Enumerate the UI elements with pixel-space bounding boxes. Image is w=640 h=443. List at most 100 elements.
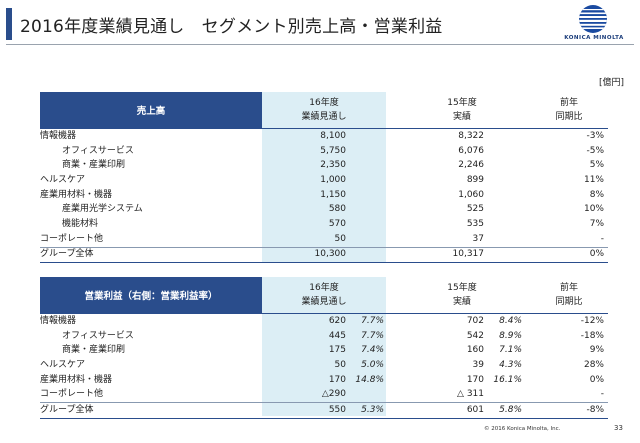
col-actual-line2: 実績: [452, 112, 471, 122]
col-yoy-line2: 同期比: [555, 112, 583, 122]
col-actual-header: 15年度 実績: [400, 277, 524, 313]
forecast-margin: 14.8%: [355, 374, 384, 385]
col-actual-line2: 実績: [452, 297, 471, 307]
title-bar: 2016年度業績見通し セグメント別売上高・営業利益 KONICA MINOLT…: [0, 0, 640, 52]
table-row: 機能材料 570 535 7%: [40, 217, 608, 232]
forecast-margin: 7.7%: [361, 330, 384, 341]
table-row: 情報機器 8,100 8,322 -3%: [40, 129, 608, 144]
sales-rows: 情報機器 8,100 8,322 -3% オフィスサービス 5,750 6,076 -5% 商業…: [40, 129, 608, 263]
forecast-value: 1,150: [320, 189, 346, 200]
actual-margin: 16.1%: [493, 374, 522, 385]
forecast-value: 8,100: [320, 131, 346, 141]
logo-text: KONICA MINOLTA: [564, 35, 624, 41]
actual-value: △ 311: [457, 389, 484, 400]
table-row: 情報機器 620 7.7% 702 8.4% -12%: [40, 314, 608, 329]
row-label: 機能材料: [62, 219, 99, 230]
row-label: 商業・産業印刷: [62, 345, 126, 356]
forecast-value: 1,000: [320, 175, 346, 186]
actual-value: 525: [466, 204, 484, 215]
actual-value: 10,317: [452, 249, 485, 260]
table-row: コーポレート他 △290 △ 311 -: [40, 387, 608, 402]
forecast-value: △290: [321, 389, 346, 400]
col-forecast-line2: 業績見通し: [301, 297, 347, 307]
forecast-value: 620: [328, 316, 346, 326]
actual-value: 542: [466, 330, 484, 341]
row-label: コーポレート他: [40, 389, 104, 400]
actual-value: 39: [472, 360, 484, 371]
table-row: ヘルスケア 50 5.0% 39 4.3% 28%: [40, 358, 608, 373]
forecast-value: 10,300: [314, 249, 347, 260]
col-forecast-header: 16年度 業績見通し: [262, 92, 386, 128]
op-rows: 情報機器 620 7.7% 702 8.4% -12% オフィスサービス 445 7.7% 542…: [40, 314, 608, 419]
page-title: 2016年度業績見通し セグメント別売上高・営業利益: [20, 17, 443, 37]
yoy-value: 7%: [589, 219, 604, 230]
row-label: 産業用材料・機器: [40, 189, 113, 200]
yoy-value: -: [600, 233, 604, 244]
forecast-column-highlight: [262, 92, 386, 263]
konica-minolta-logo: KONICA MINOLTA: [556, 4, 632, 44]
op-table-header: 営業利益（右側：営業利益率） 16年度 業績見通し 15年度 実績 前年 同期比: [40, 277, 608, 313]
row-label: 情報機器: [40, 131, 77, 141]
yoy-value: -: [600, 389, 604, 400]
forecast-column-highlight: [262, 277, 386, 416]
row-label: コーポレート他: [40, 233, 104, 244]
bottom-rule: [40, 261, 608, 263]
yoy-value: 28%: [583, 360, 604, 371]
actual-value: 160: [466, 345, 484, 356]
operating-profit-table: 営業利益（右側：営業利益率） 16年度 業績見通し 15年度 実績 前年 同期比…: [40, 277, 608, 419]
actual-value: 6,076: [458, 145, 484, 156]
forecast-margin: 5.0%: [361, 360, 384, 371]
col-actual-line1: 15年度: [447, 283, 477, 293]
yoy-value: 8%: [589, 189, 604, 200]
table-row: 産業用材料・機器 1,150 1,060 8%: [40, 188, 608, 203]
forecast-value: 570: [328, 219, 346, 230]
forecast-margin: 5.3%: [361, 404, 384, 415]
forecast-value: 175: [328, 345, 346, 356]
yoy-value: -12%: [580, 316, 604, 326]
col-actual-header: 15年度 実績: [400, 92, 524, 128]
yoy-value: 9%: [589, 345, 604, 356]
yoy-value: 5%: [589, 160, 604, 171]
actual-value: 1,060: [458, 189, 484, 200]
row-label: 産業用材料・機器: [40, 374, 113, 385]
table-row: 商業・産業印刷 175 7.4% 160 7.1% 9%: [40, 343, 608, 358]
sales-table-header: 売上高 16年度 業績見通し 15年度 実績 前年 同期比: [40, 92, 608, 128]
row-label: グループ全体: [40, 249, 94, 260]
table-row: ヘルスケア 1,000 899 11%: [40, 173, 608, 188]
table-row: グループ全体 10,300 10,317 0%: [40, 247, 608, 262]
sales-table: 売上高 16年度 業績見通し 15年度 実績 前年 同期比 情報機器 8,100 8…: [40, 92, 608, 263]
actual-margin: 7.1%: [499, 345, 522, 356]
actual-value: 37: [472, 233, 484, 244]
row-label: ヘルスケア: [40, 360, 86, 371]
total-rule: [40, 402, 608, 403]
globe-logo-icon: [579, 5, 607, 33]
row-label: オフィスサービス: [62, 330, 134, 341]
col-yoy-line1: 前年: [559, 98, 578, 108]
col-yoy-header: 前年 同期比: [530, 92, 608, 128]
actual-margin: 8.4%: [499, 316, 522, 326]
page-number: 33: [614, 424, 623, 432]
row-label: ヘルスケア: [40, 175, 86, 186]
actual-margin: 4.3%: [499, 360, 522, 371]
actual-value: 535: [466, 219, 484, 230]
title-accent-bar: [6, 8, 12, 40]
forecast-value: 50: [334, 233, 346, 244]
table-row: 商業・産業印刷 2,350 2,246 5%: [40, 158, 608, 173]
copyright: © 2016 Konica Minolta, Inc.: [484, 426, 561, 432]
col-forecast-header: 16年度 業績見通し: [262, 277, 386, 313]
row-label: グループ全体: [40, 404, 94, 415]
op-header-label: 営業利益（右側：営業利益率）: [40, 277, 262, 313]
total-rule: [40, 246, 608, 248]
forecast-value: 50: [334, 360, 346, 371]
forecast-value: 580: [328, 204, 346, 215]
yoy-value: -3%: [586, 131, 604, 141]
actual-margin: 5.8%: [499, 404, 522, 415]
row-label: オフィスサービス: [62, 145, 134, 156]
forecast-margin: 7.4%: [361, 345, 384, 356]
forecast-margin: 7.7%: [361, 316, 384, 326]
col-yoy-header: 前年 同期比: [530, 277, 608, 313]
actual-value: 2,246: [458, 160, 484, 171]
yoy-value: -8%: [586, 404, 604, 415]
col-forecast-line2: 業績見通し: [301, 112, 347, 122]
col-yoy-line2: 同期比: [555, 297, 583, 307]
